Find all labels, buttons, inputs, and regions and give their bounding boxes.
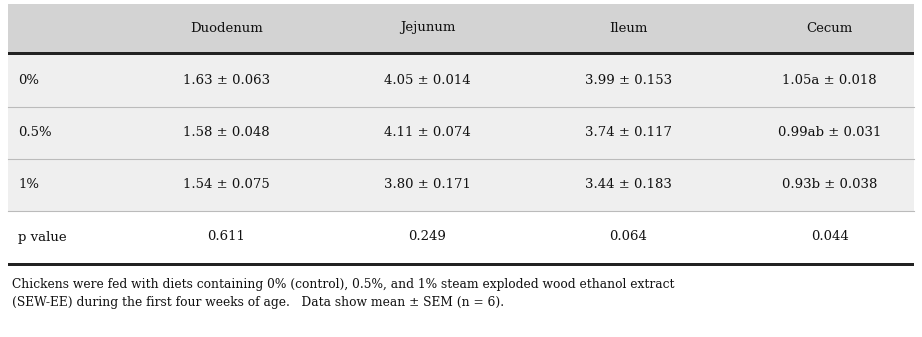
Text: 0.99ab ± 0.031: 0.99ab ± 0.031 xyxy=(778,126,881,140)
Bar xyxy=(8,4,914,52)
Text: 3.99 ± 0.153: 3.99 ± 0.153 xyxy=(585,74,672,88)
Bar xyxy=(8,55,914,107)
Text: 1.05a ± 0.018: 1.05a ± 0.018 xyxy=(782,74,877,88)
Text: 0.249: 0.249 xyxy=(408,231,446,244)
Bar xyxy=(8,107,914,159)
Text: 3.80 ± 0.171: 3.80 ± 0.171 xyxy=(384,179,471,191)
Text: 0.064: 0.064 xyxy=(609,231,647,244)
Text: p value: p value xyxy=(18,231,66,244)
Text: (SEW-EE) during the first four weeks of age.   Data show mean ± SEM (n = 6).: (SEW-EE) during the first four weeks of … xyxy=(12,296,504,309)
Text: Cecum: Cecum xyxy=(807,22,853,34)
Text: 1.54 ± 0.075: 1.54 ± 0.075 xyxy=(183,179,270,191)
Bar xyxy=(8,211,914,263)
Bar xyxy=(8,263,914,266)
Text: 4.11 ± 0.074: 4.11 ± 0.074 xyxy=(384,126,471,140)
Text: 0.93b ± 0.038: 0.93b ± 0.038 xyxy=(782,179,877,191)
Text: 0.5%: 0.5% xyxy=(18,126,52,140)
Text: 0%: 0% xyxy=(18,74,39,88)
Text: 1.63 ± 0.063: 1.63 ± 0.063 xyxy=(183,74,270,88)
Text: 1%: 1% xyxy=(18,179,39,191)
Text: Ileum: Ileum xyxy=(609,22,647,34)
Text: 3.44 ± 0.183: 3.44 ± 0.183 xyxy=(585,179,672,191)
Text: Duodenum: Duodenum xyxy=(190,22,263,34)
Text: 1.58 ± 0.048: 1.58 ± 0.048 xyxy=(183,126,270,140)
Bar xyxy=(8,52,914,55)
Text: Chickens were fed with diets containing 0% (control), 0.5%, and 1% steam explode: Chickens were fed with diets containing … xyxy=(12,278,675,291)
Text: 3.74 ± 0.117: 3.74 ± 0.117 xyxy=(585,126,672,140)
Text: 0.611: 0.611 xyxy=(207,231,245,244)
Text: 4.05 ± 0.014: 4.05 ± 0.014 xyxy=(384,74,471,88)
Bar xyxy=(8,159,914,211)
Text: 0.044: 0.044 xyxy=(810,231,848,244)
Text: Jejunum: Jejunum xyxy=(400,22,455,34)
